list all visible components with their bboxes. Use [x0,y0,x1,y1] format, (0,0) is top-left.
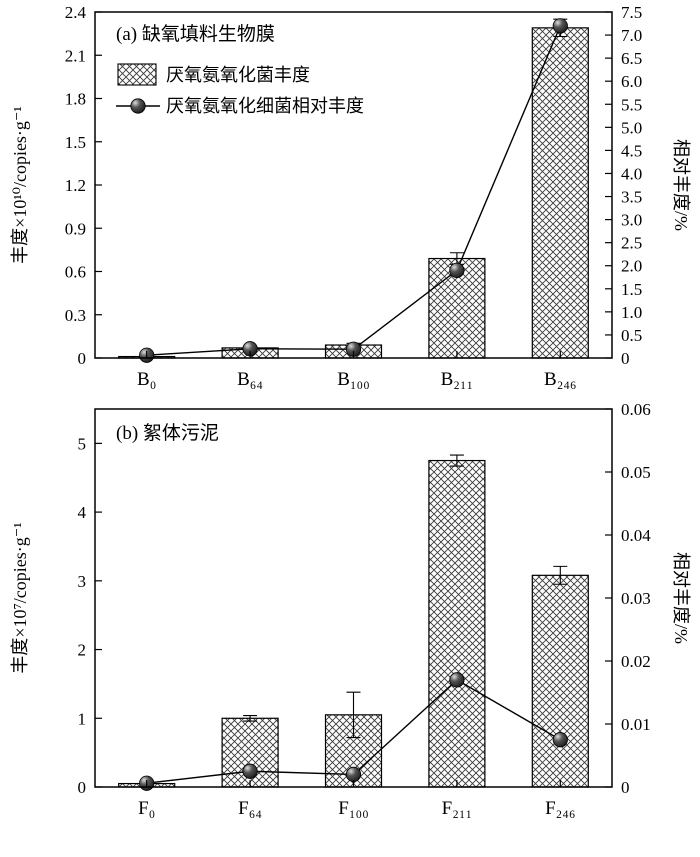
data-marker [552,732,568,748]
right-tick-label: 0.04 [621,526,651,545]
left-tick-label: 1.5 [65,133,86,152]
axes: 0 1 2 3 4 5 0 0.01 0.02 0.03 0.04 0.05 0.06 F₀ F₆₄ F₁₀₀… [78,400,652,819]
right-axis-title: 相对丰度/% [671,552,691,644]
right-tick-label: 0.01 [621,715,651,734]
right-tick-label: 4.5 [621,141,642,160]
right-tick-label: 2.5 [621,234,642,253]
right-tick-label: 4.0 [621,164,642,183]
right-tick-label: 0.02 [621,652,651,671]
legend-swatch-bar [117,63,157,86]
axes: 0 0.3 0.6 0.9 1.2 1.5 1.8 2.1 2.4 0 0.5 1.0 1.5 2.0 2.… [65,3,643,390]
right-tick-label: 6.5 [621,49,642,68]
panel-title: (b) 絮体污泥 [116,422,219,444]
error-bar [346,691,361,739]
line-markers [139,18,568,363]
left-tick-label: 0 [78,778,87,797]
error-bar [243,714,258,722]
right-tick-label: 5.5 [621,95,642,114]
right-tick-label: 0.03 [621,589,651,608]
data-marker [449,262,465,278]
legend-label-bar: 厌氧氨氧化菌丰度 [166,65,310,85]
left-tick-label: 2 [78,641,87,660]
right-axis-title: 相对丰度/% [671,139,691,231]
left-tick-label: 0.6 [65,263,86,282]
left-tick-label: 4 [78,503,87,522]
data-marker [242,763,258,779]
left-axis-title: 丰度×10¹⁰/copies·g⁻¹ [10,106,30,264]
category-label: F₀ [138,798,155,819]
right-tick-label: 1.5 [621,280,642,299]
chart-panel-a: 0 0.3 0.6 0.9 1.2 1.5 1.8 2.1 2.4 0 0.5 1.0 1.5 2.0 2.… [10,3,691,390]
right-tick-label: 0 [621,778,630,797]
right-tick-label: 7.0 [621,26,642,45]
error-bar [449,454,464,467]
right-tick-label: 3.5 [621,188,642,207]
right-tick-label: 2.0 [621,257,642,276]
right-tick-label: 0 [621,349,630,368]
left-tick-label: 1.8 [65,90,86,109]
left-tick-label: 1.2 [65,176,86,195]
category-label: B₆₄ [237,369,263,390]
right-tick-label: 5.0 [621,118,642,137]
bar [531,27,589,359]
left-tick-label: 1 [78,709,87,728]
left-tick-label: 0.3 [65,306,86,325]
error-bars [139,454,568,786]
bar [531,574,589,788]
right-tick-label: 7.5 [621,3,642,22]
category-label: F₆₄ [238,798,262,819]
chart-panel-b: 0 1 2 3 4 5 0 0.01 0.02 0.03 0.04 0.05 0.06 F₀ F₆₄ F₁₀₀… [10,400,691,819]
right-tick-label: 0.5 [621,326,642,345]
category-label: B₀ [137,369,156,390]
category-label: B₁₀₀ [337,369,370,390]
left-tick-label: 2.4 [65,3,87,22]
legend-swatch-marker [130,98,146,114]
right-tick-label: 3.0 [621,211,642,230]
right-tick-label: 0.06 [621,400,651,419]
category-label: F₂₄₆ [545,798,575,819]
bar [428,459,486,788]
left-tick-label: 5 [78,434,87,453]
data-marker [449,672,465,688]
left-tick-label: 0 [78,349,87,368]
legend-label-line: 厌氧氨氧化细菌相对丰度 [166,96,364,116]
category-label: B₂₄₆ [544,369,577,390]
left-tick-label: 2.1 [65,46,86,65]
bar-series [118,459,589,788]
data-marker [345,766,362,782]
category-label: F₁₀₀ [338,798,368,819]
left-tick-label: 3 [78,572,87,591]
right-tick-label: 6.0 [621,72,642,91]
left-tick-label: 0.9 [65,219,86,238]
error-bar [553,565,568,585]
data-marker [552,18,568,34]
right-tick-label: 1.0 [621,303,642,322]
right-tick-label: 0.05 [621,463,651,482]
category-label: B₂₁₁ [441,369,474,390]
panel-title: (a) 缺氧填料生物膜 [116,23,275,45]
line-markers [139,672,568,791]
left-axis-title: 丰度×10⁷/copies·g⁻¹ [10,522,30,673]
bar-series [118,27,589,359]
category-label: F₂₁₁ [442,798,472,819]
